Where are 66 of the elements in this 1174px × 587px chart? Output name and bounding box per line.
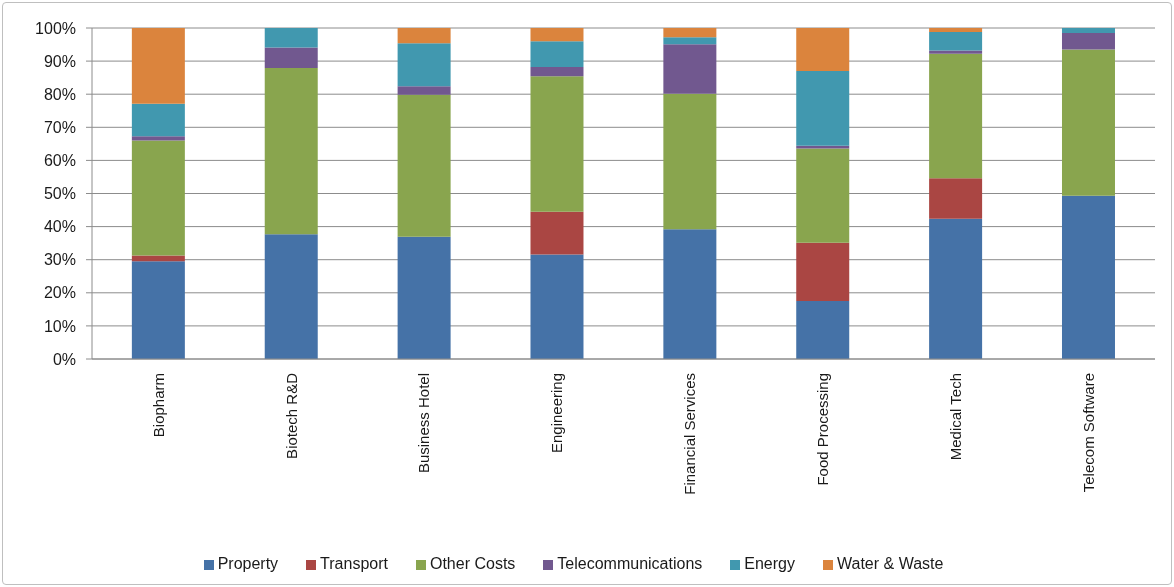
legend-label: Telecommunications bbox=[557, 555, 703, 572]
y-tick-label: 20% bbox=[43, 284, 76, 302]
bar bbox=[530, 28, 584, 42]
legend-label: Water & Waste bbox=[836, 555, 944, 572]
y-tick-label: 0% bbox=[52, 350, 76, 368]
bar bbox=[929, 218, 983, 359]
legend-label: Other Costs bbox=[429, 555, 516, 572]
bar bbox=[264, 47, 318, 69]
bar bbox=[929, 28, 983, 32]
legend-label: Transport bbox=[320, 555, 388, 572]
y-tick-label: 50% bbox=[43, 185, 76, 203]
bar bbox=[929, 178, 983, 219]
bar bbox=[397, 236, 451, 359]
bar bbox=[796, 148, 850, 243]
y-tick-label: 70% bbox=[43, 118, 76, 136]
bar bbox=[397, 28, 451, 44]
bar bbox=[530, 76, 584, 212]
bar bbox=[1061, 49, 1115, 196]
bar bbox=[530, 67, 584, 77]
bar bbox=[796, 71, 850, 146]
bar bbox=[796, 242, 850, 302]
y-tick-label: 30% bbox=[43, 251, 76, 269]
x-tick-label: Biopharm bbox=[149, 373, 167, 438]
legend-label: Property bbox=[217, 555, 279, 572]
bar bbox=[397, 94, 451, 237]
bar bbox=[264, 28, 318, 48]
y-tick-label: 40% bbox=[43, 218, 76, 236]
bar bbox=[131, 103, 185, 137]
bar bbox=[131, 140, 185, 256]
x-tick-label: Financial Services bbox=[681, 373, 699, 495]
bar bbox=[131, 255, 185, 262]
bar bbox=[929, 53, 983, 179]
legend-label: Energy bbox=[744, 555, 795, 572]
bar bbox=[929, 31, 983, 51]
bar bbox=[530, 41, 584, 68]
y-tick-label: 100% bbox=[35, 19, 76, 37]
bar bbox=[264, 68, 318, 235]
y-tick-label: 60% bbox=[43, 152, 76, 170]
bar bbox=[1061, 32, 1115, 50]
x-tick-label: Biotech R&D bbox=[282, 372, 300, 459]
bar bbox=[663, 37, 717, 45]
bar bbox=[929, 50, 983, 54]
bar bbox=[264, 234, 318, 359]
bar bbox=[530, 211, 584, 255]
y-tick-label: 10% bbox=[43, 317, 76, 335]
x-tick-label: Food Processing bbox=[814, 373, 832, 486]
y-tick-label: 90% bbox=[43, 52, 76, 70]
bar bbox=[131, 261, 185, 359]
bar bbox=[397, 43, 451, 87]
x-tick-label: Business Hotel bbox=[415, 373, 433, 474]
x-tick-label: Medical Tech bbox=[946, 373, 964, 461]
bar bbox=[663, 28, 717, 38]
bar bbox=[1061, 195, 1115, 359]
x-tick-label: Engineering bbox=[548, 373, 566, 454]
bar bbox=[663, 44, 717, 94]
bar bbox=[530, 254, 584, 359]
bar bbox=[131, 28, 185, 104]
bar bbox=[1061, 28, 1115, 33]
bar bbox=[131, 136, 185, 141]
bar bbox=[796, 301, 850, 359]
bar bbox=[663, 93, 717, 230]
y-tick-label: 80% bbox=[43, 85, 76, 103]
bar bbox=[663, 229, 717, 359]
bar bbox=[397, 86, 451, 95]
x-tick-label: Telecom Software bbox=[1079, 373, 1097, 493]
bar bbox=[796, 28, 850, 72]
